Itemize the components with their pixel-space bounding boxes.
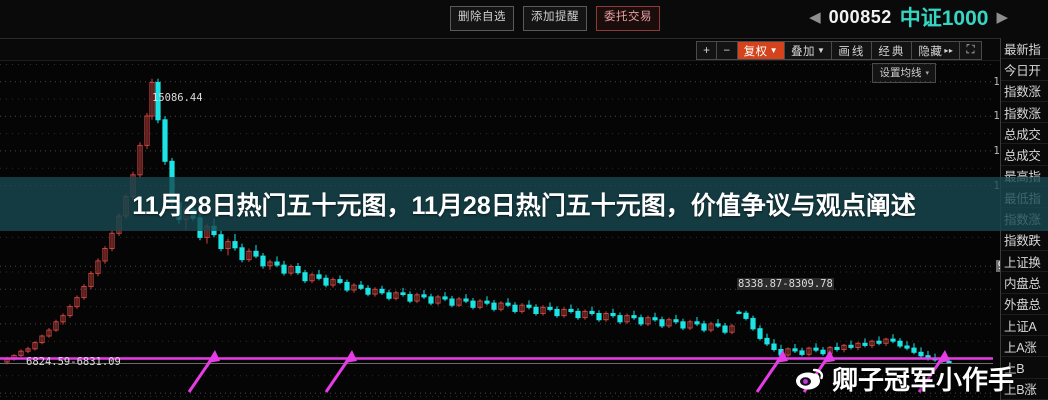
chart-tool-group: + − 复权 ▼ 叠加 ▼ 画线 经典 隐藏 ▸▸ [696, 41, 982, 60]
quote-info-row[interactable]: 总成交 [1001, 144, 1048, 166]
fullscreen-icon: ⛶ [966, 44, 975, 56]
weibo-logo-icon [795, 367, 825, 391]
next-symbol-arrow-icon[interactable]: ▶ [996, 8, 1008, 26]
watermark: 卿子冠军小作手 [795, 360, 1014, 397]
adjust-price-button[interactable]: 复权 ▼ [737, 42, 785, 59]
chart-toolbar: + − 复权 ▼ 叠加 ▼ 画线 经典 隐藏 ▸▸ [0, 38, 1048, 83]
set-moving-average-label: 设置均线 [879, 67, 922, 79]
chart-canvas [0, 64, 993, 397]
hide-panel-label: 隐藏 [918, 45, 943, 58]
overlay-label: 叠加 [790, 45, 815, 58]
hide-panel-button[interactable]: 隐藏 ▸▸ [912, 42, 961, 59]
up-arrow-2 [324, 350, 357, 393]
moving-average-row: 设置均线 ▾ [872, 63, 936, 83]
symbol-name: 中证1000 [899, 7, 989, 30]
up-arrow-3 [755, 350, 788, 393]
watermark-text: 卿子冠军小作手 [832, 365, 1015, 395]
symbol-selector: ◀ 000852 中证1000 ▶ [809, 2, 1008, 32]
quote-info-row[interactable]: 总成交 [1001, 123, 1048, 145]
quote-info-row[interactable]: 今日开 [1001, 59, 1048, 81]
page-title: 11月28日热门五十元图，11月28日热门五十元图，价值争议与观点阐述 [132, 192, 916, 220]
quote-info-row[interactable]: 上证换 [1001, 251, 1048, 273]
classic-view-button[interactable]: 经典 [872, 42, 913, 59]
remove-favorite-button[interactable]: 删除自选 [450, 6, 514, 31]
zoom-out-button[interactable]: − [717, 42, 738, 59]
quote-info-row[interactable]: 指数涨 [1001, 81, 1048, 102]
chevron-down-icon: ▾ [925, 69, 929, 77]
adjust-price-label: 复权 [743, 45, 768, 58]
title-overlay-band: 11月28日热门五十元图，11月28日热门五十元图，价值争议与观点阐述 [0, 177, 1048, 231]
quote-info-row[interactable]: 内盘总 [1001, 272, 1048, 294]
zoom-in-button[interactable]: + [697, 42, 718, 59]
fullscreen-button[interactable]: ⛶ [960, 42, 981, 59]
top-toolbar: 删除自选 添加提醒 委托交易 ◀ 000852 中证1000 ▶ [0, 0, 1048, 38]
quote-info-row[interactable]: 上A涨 [1001, 336, 1048, 358]
zoom-in-label: + [703, 44, 711, 57]
prev-symbol-arrow-icon[interactable]: ◀ [809, 8, 821, 26]
quote-info-row[interactable]: 指数涨 [1001, 102, 1048, 124]
overlay-button[interactable]: 叠加 ▼ [784, 42, 833, 59]
quote-info-row[interactable]: 指数跌 [1001, 230, 1048, 251]
symbol-code: 000852 [828, 6, 892, 27]
up-arrow-5 [917, 350, 950, 393]
add-alert-button[interactable]: 添加提醒 [523, 6, 587, 31]
place-order-button[interactable]: 委托交易 [596, 6, 660, 31]
quote-info-row[interactable]: 上证A [1001, 315, 1048, 337]
set-moving-average-button[interactable]: 设置均线 ▾ [872, 63, 936, 83]
chevron-down-icon: ▼ [769, 46, 778, 55]
up-arrow-1 [187, 350, 220, 393]
top-action-buttons: 删除自选 添加提醒 委托交易 [450, 6, 660, 31]
quote-info-row[interactable]: 外盘总 [1001, 294, 1048, 315]
classic-view-label: 经典 [878, 45, 906, 58]
zoom-out-label: − [723, 44, 731, 57]
candlestick-chart[interactable] [0, 61, 993, 400]
draw-line-button[interactable]: 画线 [832, 42, 873, 59]
left-range-label: 6824.59-6831.09 [26, 356, 121, 368]
chevron-down-icon: ▼ [816, 46, 826, 55]
chevron-right-double-icon: ▸▸ [944, 46, 954, 55]
quote-info-row[interactable]: 上B [1001, 357, 1048, 379]
quote-info-row[interactable]: 最新指 [1001, 38, 1048, 60]
draw-line-label: 画线 [838, 45, 866, 58]
right-range-label: 8338.87-8309.78 [737, 278, 834, 290]
peak-label: 15086.44 [152, 92, 203, 104]
